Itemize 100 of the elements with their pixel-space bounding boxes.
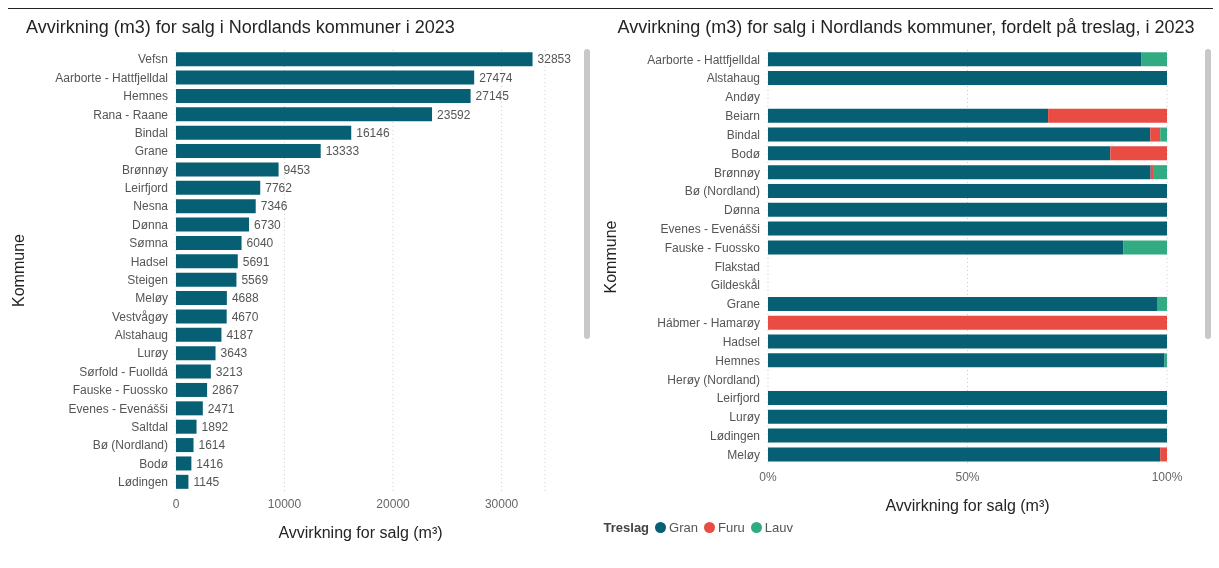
bar xyxy=(176,474,189,489)
y-tick-label: Lurøy xyxy=(137,346,168,361)
y-tick-label: Nesna xyxy=(133,199,169,214)
bar xyxy=(176,107,433,122)
y-tick-label: Bodø xyxy=(730,146,761,161)
y-tick-label: Vestvågøy xyxy=(111,309,168,324)
bar xyxy=(176,125,352,140)
bar xyxy=(767,165,1151,180)
chart-title: Avvirkning (m3) for salg i Nordlands kommuner, fordelt på treslag, i 2023 xyxy=(616,16,1196,39)
bar xyxy=(176,419,197,434)
y-tick-label: Hábmer - Hamarøy xyxy=(656,316,760,331)
bar xyxy=(1159,127,1167,142)
bar xyxy=(176,217,250,232)
y-tick-label: Vefsn xyxy=(137,52,168,67)
y-tick-label: Aarborte - Hattfjelldal xyxy=(646,52,760,67)
x-tick-label: 50% xyxy=(955,469,980,484)
x-tick-label: 0 xyxy=(172,496,180,511)
bar xyxy=(176,364,211,379)
bar xyxy=(176,346,216,361)
data-label: 1145 xyxy=(193,475,220,490)
data-label: 5691 xyxy=(242,254,270,269)
y-tick-label: Leirfjord xyxy=(716,391,760,406)
data-label: 2867 xyxy=(212,383,240,398)
y-tick-label: Saltdal xyxy=(131,419,168,434)
y-tick-label: Lurøy xyxy=(728,410,760,425)
chart-title: Avvirkning (m3) for salg i Nordlands kommuner i 2023 xyxy=(25,16,456,39)
legend-title: Treslag xyxy=(603,520,650,535)
y-tick-label: Herøy (Nordland) xyxy=(666,372,760,387)
data-label: 1892 xyxy=(201,419,229,434)
bar xyxy=(176,162,279,177)
bar xyxy=(1152,165,1167,180)
y-tick-label: Alstahaug xyxy=(706,71,760,86)
y-tick-label: Hadsel xyxy=(130,254,168,269)
bar xyxy=(176,88,471,103)
y-tick-label: Flakstad xyxy=(714,259,760,274)
bar xyxy=(767,334,1167,349)
data-label: 13333 xyxy=(325,144,360,159)
data-label: 6040 xyxy=(246,236,274,251)
bar xyxy=(176,70,475,85)
bar xyxy=(767,183,1167,198)
bar xyxy=(1047,108,1167,123)
y-tick-label: Grane xyxy=(134,144,169,159)
y-tick-label: Bindal xyxy=(134,125,168,140)
bar xyxy=(767,202,1167,217)
y-tick-label: Hemnes xyxy=(123,89,168,104)
legend-label: Lauv xyxy=(763,520,793,535)
y-tick-label: Leirfjord xyxy=(124,181,168,196)
data-label: 3643 xyxy=(220,346,248,361)
x-tick-label: 30000 xyxy=(484,496,519,511)
bar xyxy=(767,315,1167,330)
y-tick-label: Dønna xyxy=(131,217,169,232)
y-tick-label: Andøy xyxy=(724,90,760,105)
data-label: 2471 xyxy=(207,401,235,416)
bar xyxy=(176,438,194,453)
bar xyxy=(176,272,237,287)
y-tick-label: Aarborte - Hattfjelldal xyxy=(55,70,168,85)
legend-label: Furu xyxy=(716,520,745,535)
bar xyxy=(767,52,1141,67)
y-tick-label: Bindal xyxy=(726,127,760,142)
y-tick-label: Fauske - Fuossko xyxy=(72,383,169,398)
bar xyxy=(767,108,1048,123)
y-tick-label: Rana - Raane xyxy=(93,107,169,122)
bar xyxy=(1140,52,1167,67)
bar xyxy=(176,235,242,250)
bar xyxy=(767,127,1150,142)
bar xyxy=(1109,146,1167,161)
bar xyxy=(176,456,192,471)
data-label: 3213 xyxy=(215,364,243,379)
bar xyxy=(1149,127,1160,142)
data-label: 7346 xyxy=(260,199,288,214)
y-tick-label: Meløy xyxy=(135,291,168,306)
bar xyxy=(767,71,1167,86)
y-tick-label: Hemnes xyxy=(714,353,760,368)
y-tick-label: Beiarn xyxy=(724,109,760,124)
bar xyxy=(767,409,1167,424)
data-label: 4688 xyxy=(231,291,259,306)
bar xyxy=(767,447,1160,462)
bar xyxy=(1159,447,1167,462)
data-label: 23592 xyxy=(437,107,471,122)
data-label: 27474 xyxy=(479,70,513,85)
bar xyxy=(176,199,256,214)
data-label: 16146 xyxy=(356,125,390,140)
y-tick-label: Sømna xyxy=(129,236,169,251)
data-label: 1614 xyxy=(198,438,226,453)
x-axis-title: Avvirkning for salg (m³) xyxy=(884,497,1050,515)
bar xyxy=(176,291,227,306)
bar xyxy=(176,144,321,159)
y-tick-label: Dønna xyxy=(723,203,760,218)
bar xyxy=(176,401,203,416)
data-label: 9453 xyxy=(283,162,311,177)
y-tick-label: Evenes - Evenášši xyxy=(660,222,760,237)
bar xyxy=(176,52,533,67)
data-label: 7762 xyxy=(265,181,293,196)
y-tick-label: Bø (Nordland) xyxy=(684,184,760,199)
data-label: 27145 xyxy=(475,89,510,104)
bar xyxy=(767,353,1165,368)
x-tick-label: 100% xyxy=(1151,469,1183,484)
data-label: 1416 xyxy=(196,456,224,471)
y-tick-label: Brønnøy xyxy=(713,165,760,180)
bar xyxy=(767,296,1157,311)
